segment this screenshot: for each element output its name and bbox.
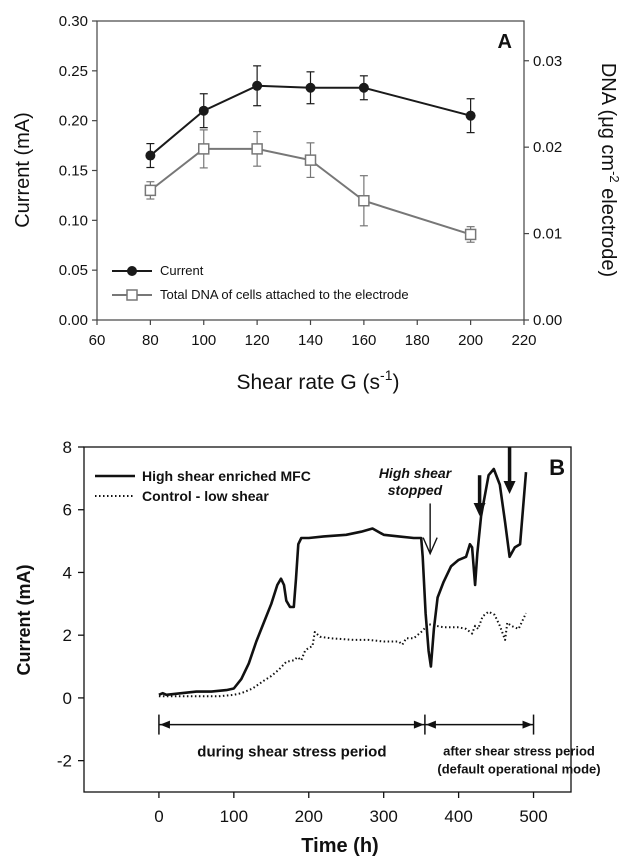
- panel-label-a: A: [498, 31, 512, 53]
- x-tick-label-a: 200: [458, 332, 483, 349]
- data-point-a-dna: [198, 143, 210, 155]
- series-line-b-high-shear: [158, 467, 528, 697]
- data-point-a-current: [198, 105, 209, 116]
- panel-b-chart: 0 100 200 300 400 500 -2 0 2 4 6 8 Time (h) Current (…: [14, 438, 601, 857]
- x-axis-label-a-close: ): [393, 371, 400, 394]
- y-tick-label-a: 0.20: [59, 113, 88, 130]
- y2-axis-label-a-post: electrode): [597, 183, 619, 278]
- x-tick-label-a: 60: [89, 332, 106, 349]
- x-tick-label-a: 180: [405, 332, 430, 349]
- x-tick-label-a: 160: [351, 332, 376, 349]
- annotation-high-shear: High shear: [379, 465, 453, 481]
- series-line-b-control: [158, 610, 527, 698]
- x-tick-label-a: 80: [142, 332, 159, 349]
- annotation-default-mode: (default operational mode): [437, 762, 600, 777]
- arrow-head-stopped: [422, 537, 438, 556]
- series-line-a-1: [149, 147, 471, 236]
- y2-tick-label-a: 0.00: [533, 312, 562, 329]
- y-tick-label-b: 0: [63, 689, 72, 708]
- x-axis-label-b: Time (h): [301, 835, 378, 857]
- data-point-a-dna: [304, 154, 317, 166]
- data-point-a-dna: [144, 184, 157, 197]
- series-line-a-0: [149, 84, 471, 157]
- y-tick-label-a: 0.05: [59, 262, 88, 279]
- y-tick-label-a: 0.30: [59, 13, 88, 30]
- x-axis-label-a-main: Shear rate G (s: [236, 371, 380, 394]
- annotation-after-period: after shear stress period: [443, 744, 595, 759]
- y-tick-label-a: 0.15: [59, 163, 88, 180]
- y2-axis-label-a-sup: -2: [607, 171, 619, 183]
- data-point-a-current: [305, 82, 316, 93]
- plot-frame-b: [83, 446, 572, 793]
- y-axis-label-a: Current (mA): [12, 112, 34, 228]
- y2-axis-label-a: DNA (μg cm-2 electrode): [597, 63, 619, 277]
- period-arrow-head: [159, 720, 170, 729]
- data-point-a-current: [358, 82, 369, 93]
- x-tick-label-a: 120: [245, 332, 270, 349]
- y-axis-label-b: Current (mA): [14, 564, 34, 675]
- data-point-a-current: [465, 110, 476, 121]
- x-tick-label-b: 200: [295, 807, 323, 826]
- period-arrow-head: [522, 720, 533, 729]
- x-tick-label-a: 100: [191, 332, 216, 349]
- x-tick-label-b: 400: [444, 807, 472, 826]
- y-tick-label-a: 0.25: [59, 63, 88, 80]
- y2-tick-label-a: 0.01: [533, 226, 562, 243]
- y2-tick-label-a: 0.03: [533, 53, 562, 70]
- legend-label-a: Current: [160, 263, 204, 278]
- x-axis-label-a: Shear rate G (s-1): [236, 367, 399, 394]
- data-point-a-current: [252, 80, 263, 91]
- y-tick-label-b: -2: [57, 752, 72, 771]
- y-tick-label-a: 0.10: [59, 212, 88, 229]
- legend-label-a: Total DNA of cells attached to the elect…: [160, 287, 409, 302]
- legend-label-b: High shear enriched MFC: [142, 468, 311, 484]
- annotation-stopped: stopped: [388, 482, 443, 498]
- y-tick-label-b: 4: [63, 563, 72, 582]
- annotation-during-period: during shear stress period: [197, 744, 386, 761]
- x-tick-label-b: 300: [370, 807, 398, 826]
- arrow-head-event: [503, 481, 516, 495]
- panel-label-b: B: [549, 455, 565, 480]
- panel-a-chart: 60 80 100 120 140 160 180 200 220 0.00 0.05 0.10 0.1…: [12, 13, 619, 394]
- y2-tick-label-a: 0.02: [533, 139, 562, 156]
- data-point-a-dna: [251, 143, 263, 155]
- y-tick-label-b: 6: [63, 501, 72, 520]
- data-point-a-dna: [358, 194, 370, 207]
- period-arrow-head: [413, 720, 424, 729]
- legend-marker-a: [127, 266, 137, 276]
- x-tick-label-a: 140: [298, 332, 323, 349]
- data-point-a-current: [145, 150, 156, 161]
- x-tick-label-b: 0: [154, 807, 163, 826]
- legend-label-b: Control - low shear: [142, 488, 269, 504]
- x-axis-label-a-sup: -1: [380, 367, 393, 383]
- data-point-a-dna: [464, 228, 477, 241]
- y-tick-label-a: 0.00: [59, 312, 88, 329]
- x-tick-label-a: 220: [511, 332, 536, 349]
- x-tick-label-b: 500: [519, 807, 547, 826]
- y2-axis-label-a-pre: DNA (μg cm: [597, 63, 619, 171]
- y-tick-label-b: 8: [63, 438, 72, 457]
- arrow-head-event: [473, 503, 486, 516]
- period-arrow-head: [425, 720, 436, 729]
- y-tick-label-b: 2: [63, 626, 72, 645]
- x-tick-label-b: 100: [220, 807, 248, 826]
- legend-marker-a: [126, 289, 138, 301]
